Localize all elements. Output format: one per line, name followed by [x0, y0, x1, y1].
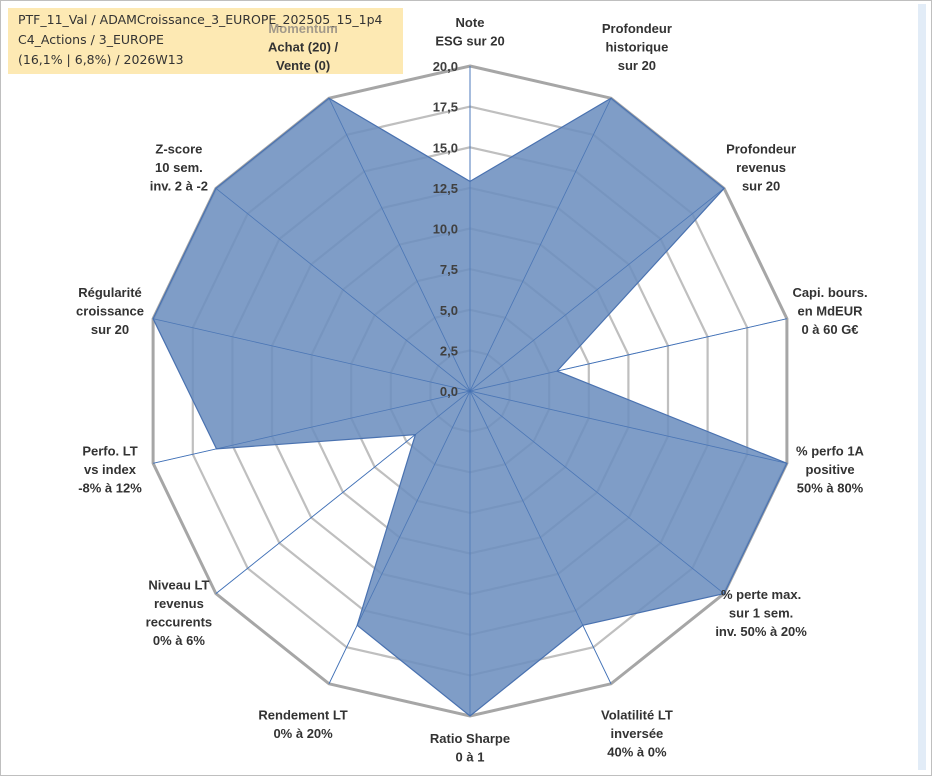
axis-label-3: Capi. bours. en MdEUR 0 à 60 G€ [792, 285, 867, 337]
series-spoke-overlay-13 [328, 98, 471, 392]
axis-label-2-line-0: Profondeur [726, 142, 796, 157]
axis-label-1: Profondeur historique sur 20 [602, 21, 672, 73]
axis-label-11: Régularité croissance sur 20 [76, 285, 144, 337]
axis-label-6-line-0: Volatilité LT [601, 708, 673, 723]
axis-label-6: Volatilité LT inversée 40% à 0% [601, 708, 673, 760]
series-spoke-overlay-5 [469, 390, 725, 594]
series-spoke-overlay-10 [153, 390, 471, 464]
tick-label-2: 5,0 [440, 303, 458, 318]
axis-label-2: Profondeur revenus sur 20 [726, 142, 796, 194]
axis-label-8: Rendement LT 0% à 20% [258, 708, 347, 742]
axis-label-13: Momentum Achat (20) / Vente (0) [268, 21, 338, 73]
tick-label-4: 10,0 [433, 222, 458, 237]
axis-label-4-line-2: 50% à 80% [797, 481, 864, 496]
axis-label-0-line-0: Note [456, 15, 485, 30]
axis-label-10-line-2: -8% à 12% [78, 481, 142, 496]
axis-label-7-line-0: Ratio Sharpe [430, 731, 510, 746]
axis-label-6-line-2: 40% à 0% [607, 745, 667, 760]
axis-label-5-line-2: inv. 50% à 20% [715, 624, 807, 639]
axis-label-13-line-1: Achat (20) / [268, 39, 338, 54]
radar-axis-labels: Note ESG sur 20 Profondeur historique sur 20… [76, 15, 868, 765]
tick-label-5: 12,5 [433, 181, 458, 196]
radar-tick-labels: 0,0 2,5 5,0 7,5 10,0 12,5 15,0 17,5 20,0 [433, 59, 458, 399]
axis-label-1-line-1: historique [605, 39, 668, 54]
axis-label-9-line-2: reccurents [146, 615, 212, 630]
tick-label-0: 0,0 [440, 384, 458, 399]
axis-label-13-line-0: Momentum [268, 21, 337, 36]
axis-label-1-line-2: sur 20 [618, 58, 656, 73]
axis-label-0: Note ESG sur 20 [435, 15, 504, 49]
series-spoke-overlay-9 [215, 390, 471, 594]
axis-label-9-line-3: 0% à 6% [153, 633, 205, 648]
series-spoke-overlay-3 [469, 318, 787, 392]
info-line-category: C4_Actions / 3_EUROPE [18, 32, 164, 47]
axis-label-1-line-0: Profondeur [602, 21, 672, 36]
axis-label-10-line-1: vs index [84, 462, 137, 477]
axis-label-12: Z-score 10 sem. inv. 2 à -2 [150, 142, 208, 194]
radar-series [152, 66, 788, 717]
series-spoke-overlay-11 [153, 318, 471, 392]
axis-label-6-line-1: inversée [611, 726, 664, 741]
series-spoke-overlay-12 [215, 188, 471, 392]
axis-label-4-line-1: positive [805, 462, 854, 477]
info-line-portfolio: PTF_11_Val / ADAMCroissance_3_EUROPE_202… [18, 12, 383, 27]
axis-label-7: Ratio Sharpe 0 à 1 [430, 731, 510, 765]
tick-label-3: 7,5 [440, 262, 458, 277]
tick-label-1: 2,5 [440, 343, 458, 358]
series-spoke-overlay-4 [469, 390, 787, 464]
tick-label-6: 15,0 [433, 140, 458, 155]
axis-label-11-line-0: Régularité [78, 285, 142, 300]
info-line-stats: (16,1% | 6,8%) / 2026W13 [18, 52, 184, 67]
axis-label-3-line-1: en MdEUR [798, 303, 864, 318]
series-spoke-overlay-6 [469, 390, 612, 684]
series-spoke-overlay-8 [328, 390, 471, 684]
axis-label-8-line-0: Rendement LT [258, 708, 347, 723]
axis-label-11-line-2: sur 20 [91, 322, 129, 337]
axis-label-4-line-0: % perfo 1A [796, 444, 865, 459]
axis-label-11-line-1: croissance [76, 303, 144, 318]
axis-label-9-line-1: revenus [154, 596, 204, 611]
tick-label-7: 17,5 [433, 100, 458, 115]
axis-label-3-line-2: 0 à 60 G€ [801, 322, 858, 337]
axis-label-5-line-0: % perte max. [721, 587, 801, 602]
axis-label-5-line-1: sur 1 sem. [729, 605, 793, 620]
axis-label-12-line-2: inv. 2 à -2 [150, 179, 208, 194]
axis-label-4: % perfo 1A positive 50% à 80% [796, 444, 865, 496]
tick-label-8: 20,0 [433, 59, 458, 74]
axis-label-2-line-2: sur 20 [742, 179, 780, 194]
axis-label-8-line-1: 0% à 20% [273, 726, 333, 741]
portfolio-info-box: PTF_11_Val / ADAMCroissance_3_EUROPE_202… [8, 8, 403, 74]
axis-label-13-line-2: Vente (0) [276, 58, 330, 73]
axis-label-9: Niveau LT revenus reccurents 0% à 6% [146, 578, 212, 649]
axis-label-12-line-0: Z-score [155, 142, 202, 157]
axis-label-2-line-1: revenus [736, 160, 786, 175]
axis-label-5: % perte max. sur 1 sem. inv. 50% à 20% [715, 587, 807, 639]
axis-label-10-line-0: Perfo. LT [82, 444, 137, 459]
axis-label-12-line-1: 10 sem. [155, 160, 203, 175]
right-edge-strip [918, 4, 926, 770]
axis-label-0-line-1: ESG sur 20 [435, 34, 504, 49]
axis-label-9-line-0: Niveau LT [148, 578, 209, 593]
series-spoke-overlay-1 [469, 98, 612, 392]
series-spoke-overlay-2 [469, 188, 725, 392]
axis-label-3-line-0: Capi. bours. [792, 285, 867, 300]
axis-label-10: Perfo. LT vs index -8% à 12% [78, 444, 142, 496]
axis-label-7-line-1: 0 à 1 [456, 750, 485, 765]
